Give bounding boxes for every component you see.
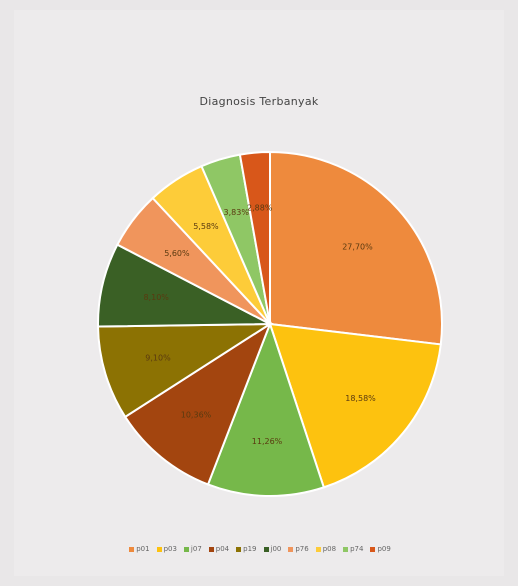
legend-label: p01 <box>136 545 150 553</box>
legend-swatch <box>236 546 242 552</box>
legend-swatch <box>315 546 321 552</box>
pie-slice-p01 <box>269 150 443 346</box>
legend-swatch <box>343 546 349 552</box>
legend-swatch <box>183 546 189 552</box>
legend-label: p08 <box>322 545 337 553</box>
legend-swatch <box>208 546 214 552</box>
legend-item-p04: p04 <box>208 545 230 553</box>
legend-item-p08: p08 <box>315 545 337 553</box>
legend-item-p03: p03 <box>156 545 177 553</box>
data-label-p01: 27,70% <box>342 242 373 251</box>
pie-slice-p03 <box>268 322 442 489</box>
legend-item-j00: j00 <box>263 545 282 553</box>
data-label-p08: 5,58% <box>193 222 219 231</box>
legend-item-j07: j07 <box>183 545 202 553</box>
legend-label: j00 <box>270 545 282 553</box>
data-label-p74: 3,83% <box>224 208 250 217</box>
pie-slice-p04 <box>123 321 273 486</box>
data-label-j07: 11,26% <box>252 437 283 446</box>
legend-label: j07 <box>190 545 202 553</box>
data-label-p09: 2,88% <box>247 203 273 212</box>
legend-swatch <box>263 546 269 552</box>
legend-swatch <box>129 546 135 552</box>
legend-label: p03 <box>163 545 177 553</box>
legend-swatch <box>288 546 294 552</box>
legend-label: p76 <box>295 545 309 553</box>
legend-item-p01: p01 <box>129 545 150 553</box>
legend-swatch <box>156 546 162 552</box>
pie-slice-p09 <box>238 150 271 325</box>
legend-item-p09: p09 <box>370 545 391 553</box>
legend-item-p76: p76 <box>288 545 309 553</box>
pie-slice-p19 <box>97 322 274 419</box>
legend-label: p19 <box>243 545 257 553</box>
legend: p01 p03 j07 p04 p19 j00 p76 p08 p74 p09 <box>40 545 480 553</box>
legend-label: p74 <box>350 545 364 553</box>
pie-slice-j07 <box>206 321 326 497</box>
legend-swatch <box>370 546 376 552</box>
data-label-j00: 8,10% <box>143 293 169 302</box>
data-label-p04: 10,36% <box>181 411 212 420</box>
legend-item-p19: p19 <box>236 545 257 553</box>
data-label-p76: 5,60% <box>164 249 190 258</box>
legend-label: p09 <box>377 545 391 553</box>
chart-title: Diagnosis Terbanyak <box>199 95 319 108</box>
data-label-p03: 18,58% <box>345 394 376 403</box>
legend-label: p04 <box>215 545 230 553</box>
legend-item-p74: p74 <box>343 545 363 553</box>
data-label-p19: 9,10% <box>145 354 171 363</box>
